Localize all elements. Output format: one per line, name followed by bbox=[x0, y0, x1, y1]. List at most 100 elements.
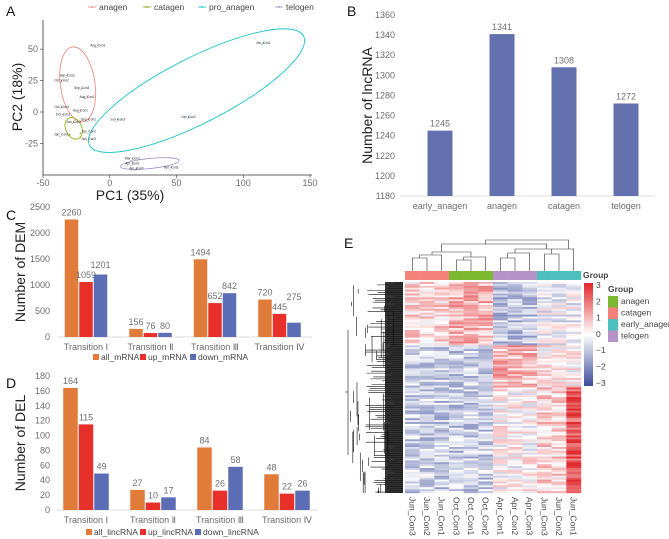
legend-swatch bbox=[140, 354, 146, 360]
heatmap-cell bbox=[449, 391, 464, 394]
group-legend-label: catagen bbox=[621, 308, 652, 318]
heatmap-cell bbox=[419, 433, 435, 436]
heatmap-cell bbox=[434, 349, 450, 352]
heatmap-cell bbox=[537, 291, 552, 294]
heatmap-cell bbox=[449, 479, 464, 482]
heatmap-cell bbox=[493, 389, 508, 392]
data-point bbox=[79, 132, 82, 135]
heatmap-cell bbox=[522, 385, 538, 388]
heatmap-cell bbox=[522, 454, 538, 457]
heatmap-cell bbox=[551, 360, 567, 363]
heatmap-cell bbox=[419, 329, 435, 333]
heatmap-cell bbox=[566, 282, 582, 285]
heatmap-cell bbox=[507, 439, 523, 442]
heatmap-cell bbox=[419, 485, 435, 488]
legend-label: down_lincRNA bbox=[203, 527, 259, 537]
heatmap-cell bbox=[522, 406, 538, 409]
heatmap-cell bbox=[566, 487, 582, 490]
heatmap-cell bbox=[419, 364, 435, 367]
heatmap-cell bbox=[434, 485, 450, 488]
heatmap-cell bbox=[434, 395, 450, 398]
heatmap-cell bbox=[493, 314, 508, 317]
heatmap-cell bbox=[507, 379, 523, 382]
y-tick-label: 25 bbox=[28, 76, 38, 86]
heatmap-cell bbox=[449, 427, 464, 430]
heatmap-cell bbox=[478, 473, 494, 476]
heatmap-cell bbox=[551, 293, 567, 296]
heatmap-cell bbox=[551, 481, 567, 484]
heatmap-cell bbox=[522, 462, 538, 465]
heatmap-cell bbox=[463, 464, 479, 467]
heatmap-cell bbox=[478, 385, 494, 388]
data-point bbox=[116, 118, 119, 121]
heatmap-cell bbox=[522, 468, 538, 471]
heatmap-cell bbox=[507, 282, 523, 285]
heatmap-cell bbox=[551, 410, 567, 413]
group-annotation-cell bbox=[493, 271, 508, 280]
heatmap-cell bbox=[551, 406, 567, 409]
heatmap-cell bbox=[463, 316, 479, 319]
heatmap-cell bbox=[405, 291, 420, 294]
legend-label: anagen bbox=[99, 2, 128, 12]
heatmap-cell bbox=[434, 312, 450, 315]
heatmap-cell bbox=[566, 431, 582, 434]
heatmap-cell bbox=[537, 285, 552, 288]
heatmap-cell bbox=[419, 464, 435, 467]
heatmap-cell bbox=[537, 341, 552, 344]
heatmap-cell bbox=[507, 429, 523, 432]
heatmap-cell bbox=[449, 366, 464, 369]
heatmap-cell bbox=[463, 360, 479, 363]
bar bbox=[264, 474, 279, 510]
heatmap-cell bbox=[405, 435, 420, 438]
heatmap-cell bbox=[478, 308, 494, 311]
heatmap-cell bbox=[522, 491, 538, 494]
x-tick-label: 100 bbox=[236, 178, 251, 188]
heatmap-cell bbox=[463, 352, 479, 356]
heatmap-cell bbox=[478, 352, 494, 356]
heatmap-cell bbox=[566, 312, 582, 315]
heatmap-cell bbox=[493, 454, 508, 457]
heatmap-cell bbox=[434, 399, 450, 402]
heatmap-cell bbox=[419, 328, 435, 331]
heatmap-cell bbox=[551, 333, 567, 336]
heatmap-cell bbox=[493, 297, 508, 300]
heatmap-cell bbox=[434, 462, 450, 465]
data-point bbox=[170, 166, 172, 169]
heatmap-cell bbox=[551, 425, 567, 428]
heatmap-cell bbox=[419, 360, 435, 363]
heatmap-cell bbox=[434, 297, 450, 300]
heatmap-cell bbox=[551, 375, 567, 379]
heatmap-cell bbox=[522, 360, 538, 363]
heatmap-cell bbox=[551, 349, 567, 352]
heatmap-cell bbox=[537, 460, 552, 463]
heatmap-cell bbox=[507, 354, 523, 358]
heatmap-cell bbox=[434, 397, 450, 400]
heatmap-cell bbox=[478, 389, 494, 392]
heatmap-cell bbox=[537, 295, 552, 298]
heatmap-cell bbox=[537, 305, 552, 308]
heatmap-cell bbox=[551, 283, 567, 287]
heatmap-cell bbox=[463, 349, 479, 352]
heatmap-cell bbox=[405, 448, 420, 451]
heatmap-cell bbox=[478, 358, 494, 361]
heatmap-cell bbox=[449, 475, 464, 478]
heatmap-cell bbox=[449, 404, 464, 407]
point-label: Jan_Con3 bbox=[81, 137, 96, 141]
heatmap-cell bbox=[522, 416, 538, 419]
heatmap-cell bbox=[478, 425, 494, 428]
heatmap-cell bbox=[478, 328, 494, 331]
heatmap-cell bbox=[537, 328, 552, 331]
heatmap-cell bbox=[493, 349, 508, 352]
heatmap-cell bbox=[449, 329, 464, 333]
heatmap-cell bbox=[419, 435, 435, 438]
heatmap-cell bbox=[551, 489, 567, 492]
heatmap-cell bbox=[478, 475, 494, 478]
heatmap-cell bbox=[493, 301, 508, 304]
heatmap-cell bbox=[522, 283, 538, 287]
heatmap-cell bbox=[405, 297, 420, 300]
heatmap-cell bbox=[405, 318, 420, 321]
y-tick-label: 1180 bbox=[376, 191, 395, 201]
heatmap-cell bbox=[478, 450, 494, 453]
heatmap-cell bbox=[478, 347, 494, 350]
heatmap-cell bbox=[537, 356, 552, 359]
